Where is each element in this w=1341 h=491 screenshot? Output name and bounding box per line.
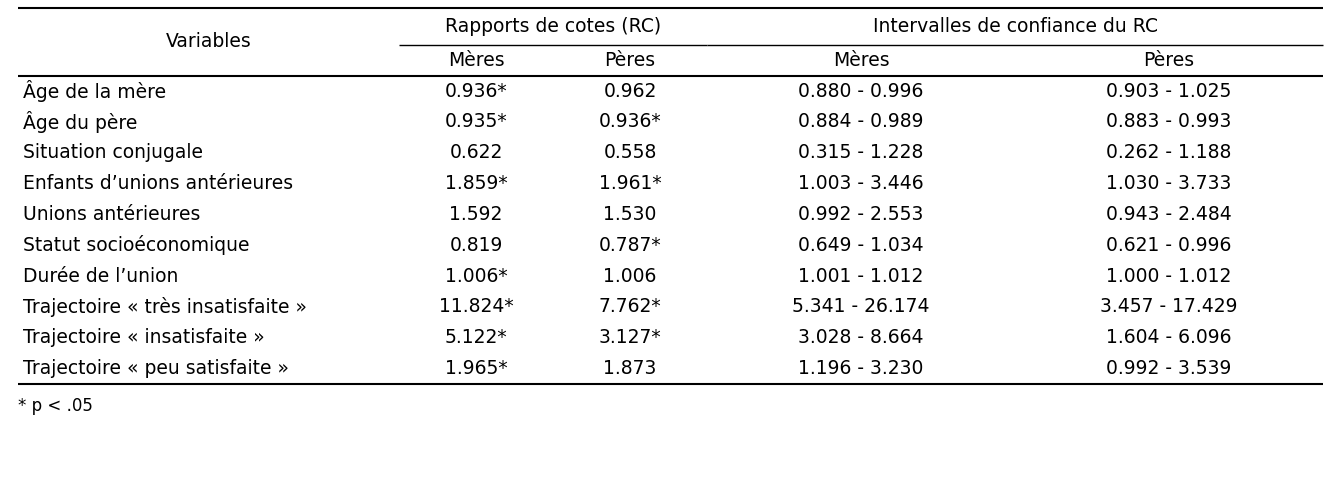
Text: 0.936*: 0.936* [598,112,661,132]
Text: Trajectoire « peu satisfaite »: Trajectoire « peu satisfaite » [23,359,288,378]
Text: 3.457 - 17.429: 3.457 - 17.429 [1100,297,1238,316]
Text: 1.961*: 1.961* [598,174,661,193]
Text: Statut socioéconomique: Statut socioéconomique [23,235,249,255]
Text: Pères: Pères [1144,51,1195,70]
Text: Trajectoire « insatisfaite »: Trajectoire « insatisfaite » [23,328,264,347]
Text: 1.030 - 3.733: 1.030 - 3.733 [1106,174,1231,193]
Text: 3.028 - 8.664: 3.028 - 8.664 [798,328,924,347]
Text: 1.001 - 1.012: 1.001 - 1.012 [798,267,924,285]
Text: 1.592: 1.592 [449,205,503,224]
Text: 1.006*: 1.006* [445,267,507,285]
Text: 0.315 - 1.228: 0.315 - 1.228 [798,143,924,163]
Text: 1.873: 1.873 [603,359,657,378]
Text: 1.530: 1.530 [603,205,657,224]
Text: 7.762*: 7.762* [598,297,661,316]
Text: 1.965*: 1.965* [445,359,507,378]
Text: Mères: Mères [448,51,504,70]
Text: 0.622: 0.622 [449,143,503,163]
Text: 0.992 - 3.539: 0.992 - 3.539 [1106,359,1231,378]
Text: 0.884 - 0.989: 0.884 - 0.989 [798,112,924,132]
Text: 0.819: 0.819 [449,236,503,255]
Text: 0.621 - 0.996: 0.621 - 0.996 [1106,236,1231,255]
Text: 1.196 - 3.230: 1.196 - 3.230 [798,359,924,378]
Text: Âge du père: Âge du père [23,111,137,133]
Text: 0.962: 0.962 [603,82,657,101]
Text: 11.824*: 11.824* [439,297,514,316]
Text: 0.883 - 0.993: 0.883 - 0.993 [1106,112,1231,132]
Text: 0.558: 0.558 [603,143,657,163]
Text: 0.936*: 0.936* [445,82,507,101]
Text: 0.649 - 1.034: 0.649 - 1.034 [798,236,924,255]
Text: 0.903 - 1.025: 0.903 - 1.025 [1106,82,1231,101]
Text: 0.992 - 2.553: 0.992 - 2.553 [798,205,924,224]
Text: 5.341 - 26.174: 5.341 - 26.174 [793,297,929,316]
Text: Intervalles de confiance du RC: Intervalles de confiance du RC [873,17,1157,36]
Text: Mères: Mères [833,51,889,70]
Text: Situation conjugale: Situation conjugale [23,143,202,163]
Text: 1.003 - 3.446: 1.003 - 3.446 [798,174,924,193]
Text: 0.943 - 2.484: 0.943 - 2.484 [1106,205,1232,224]
Text: * p < .05: * p < .05 [17,397,93,415]
Text: Pères: Pères [605,51,656,70]
Text: 0.262 - 1.188: 0.262 - 1.188 [1106,143,1231,163]
Text: 0.880 - 0.996: 0.880 - 0.996 [798,82,924,101]
Text: 1.000 - 1.012: 1.000 - 1.012 [1106,267,1231,285]
Text: 1.859*: 1.859* [445,174,507,193]
Text: Variables: Variables [166,32,251,52]
Text: Unions antérieures: Unions antérieures [23,205,200,224]
Text: Trajectoire « très insatisfaite »: Trajectoire « très insatisfaite » [23,297,307,317]
Text: Enfants d’unions antérieures: Enfants d’unions antérieures [23,174,294,193]
Text: Durée de l’union: Durée de l’union [23,267,178,285]
Text: Rapports de cotes (RC): Rapports de cotes (RC) [445,17,661,36]
Text: 1.006: 1.006 [603,267,657,285]
Text: 0.787*: 0.787* [598,236,661,255]
Text: 3.127*: 3.127* [598,328,661,347]
Text: Âge de la mère: Âge de la mère [23,80,166,102]
Text: 5.122*: 5.122* [445,328,507,347]
Text: 1.604 - 6.096: 1.604 - 6.096 [1106,328,1232,347]
Text: 0.935*: 0.935* [445,112,507,132]
